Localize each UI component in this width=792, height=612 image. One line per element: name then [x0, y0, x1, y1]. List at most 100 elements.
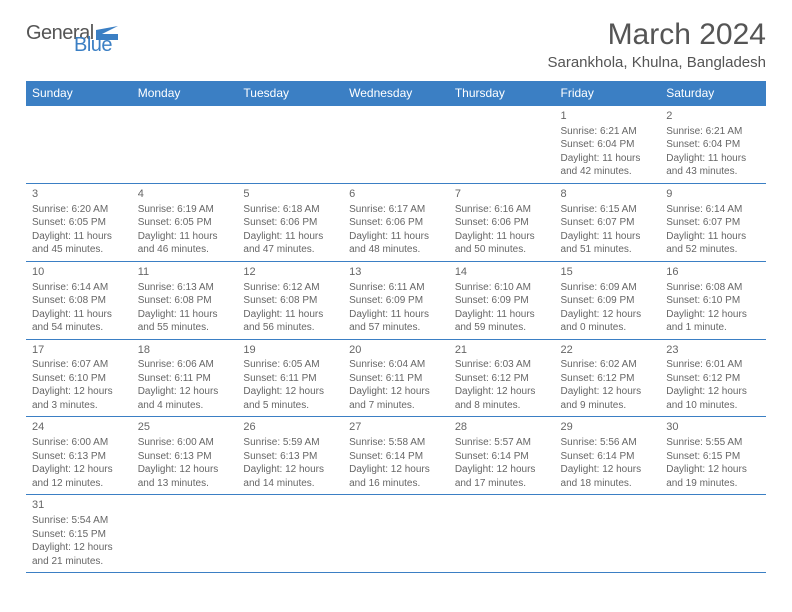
calendar-day-cell: 27Sunrise: 5:58 AMSunset: 6:14 PMDayligh…	[343, 417, 449, 495]
sunrise-text: Sunrise: 6:18 AM	[243, 203, 337, 217]
day-number: 13	[349, 265, 443, 280]
daylight-text-2: and 45 minutes.	[32, 243, 126, 257]
sunrise-text: Sunrise: 6:05 AM	[243, 358, 337, 372]
daylight-text-2: and 47 minutes.	[243, 243, 337, 257]
sunrise-text: Sunrise: 6:09 AM	[561, 281, 655, 295]
title-block: March 2024 Sarankhola, Khulna, Banglades…	[548, 18, 767, 77]
calendar-empty-cell	[237, 106, 343, 184]
header: GeneralBlue March 2024 Sarankhola, Khuln…	[26, 18, 766, 77]
sunset-text: Sunset: 6:12 PM	[561, 372, 655, 386]
daylight-text-2: and 46 minutes.	[138, 243, 232, 257]
sunrise-text: Sunrise: 6:14 AM	[666, 203, 760, 217]
day-number: 7	[455, 187, 549, 202]
daylight-text-2: and 19 minutes.	[666, 477, 760, 491]
sunset-text: Sunset: 6:10 PM	[32, 372, 126, 386]
daylight-text-2: and 54 minutes.	[32, 321, 126, 335]
day-number: 4	[138, 187, 232, 202]
calendar-day-cell: 2Sunrise: 6:21 AMSunset: 6:04 PMDaylight…	[660, 106, 766, 184]
daylight-text-1: Daylight: 12 hours	[455, 385, 549, 399]
day-number: 29	[561, 420, 655, 435]
sunset-text: Sunset: 6:09 PM	[455, 294, 549, 308]
sunset-text: Sunset: 6:15 PM	[666, 450, 760, 464]
calendar-row: 1Sunrise: 6:21 AMSunset: 6:04 PMDaylight…	[26, 106, 766, 184]
day-number: 23	[666, 343, 760, 358]
day-number: 8	[561, 187, 655, 202]
daylight-text-2: and 52 minutes.	[666, 243, 760, 257]
daylight-text-1: Daylight: 11 hours	[455, 308, 549, 322]
daylight-text-2: and 50 minutes.	[455, 243, 549, 257]
calendar-day-cell: 16Sunrise: 6:08 AMSunset: 6:10 PMDayligh…	[660, 261, 766, 339]
day-number: 31	[32, 498, 126, 513]
day-number: 21	[455, 343, 549, 358]
daylight-text-2: and 5 minutes.	[243, 399, 337, 413]
daylight-text-1: Daylight: 11 hours	[561, 152, 655, 166]
daylight-text-1: Daylight: 12 hours	[32, 463, 126, 477]
sunset-text: Sunset: 6:14 PM	[349, 450, 443, 464]
day-number: 25	[138, 420, 232, 435]
weekday-header: Thursday	[449, 81, 555, 106]
calendar-empty-cell	[343, 106, 449, 184]
daylight-text-1: Daylight: 11 hours	[138, 230, 232, 244]
calendar-day-cell: 15Sunrise: 6:09 AMSunset: 6:09 PMDayligh…	[555, 261, 661, 339]
weekday-header: Monday	[132, 81, 238, 106]
calendar-row: 31Sunrise: 5:54 AMSunset: 6:15 PMDayligh…	[26, 495, 766, 573]
day-number: 15	[561, 265, 655, 280]
day-number: 28	[455, 420, 549, 435]
day-number: 10	[32, 265, 126, 280]
sunset-text: Sunset: 6:04 PM	[666, 138, 760, 152]
sunrise-text: Sunrise: 6:11 AM	[349, 281, 443, 295]
calendar-day-cell: 8Sunrise: 6:15 AMSunset: 6:07 PMDaylight…	[555, 183, 661, 261]
calendar-empty-cell	[449, 106, 555, 184]
daylight-text-2: and 21 minutes.	[32, 555, 126, 569]
day-number: 20	[349, 343, 443, 358]
logo-text-blue: Blue	[74, 36, 118, 54]
sunrise-text: Sunrise: 6:01 AM	[666, 358, 760, 372]
sunset-text: Sunset: 6:13 PM	[138, 450, 232, 464]
daylight-text-2: and 8 minutes.	[455, 399, 549, 413]
day-number: 1	[561, 109, 655, 124]
day-number: 19	[243, 343, 337, 358]
sunset-text: Sunset: 6:10 PM	[666, 294, 760, 308]
calendar-table: SundayMondayTuesdayWednesdayThursdayFrid…	[26, 81, 766, 573]
sunrise-text: Sunrise: 5:57 AM	[455, 436, 549, 450]
sunrise-text: Sunrise: 6:06 AM	[138, 358, 232, 372]
daylight-text-2: and 42 minutes.	[561, 165, 655, 179]
daylight-text-2: and 57 minutes.	[349, 321, 443, 335]
daylight-text-2: and 10 minutes.	[666, 399, 760, 413]
sunset-text: Sunset: 6:09 PM	[561, 294, 655, 308]
daylight-text-2: and 55 minutes.	[138, 321, 232, 335]
calendar-empty-cell	[26, 106, 132, 184]
day-number: 6	[349, 187, 443, 202]
sunrise-text: Sunrise: 6:04 AM	[349, 358, 443, 372]
day-number: 5	[243, 187, 337, 202]
sunrise-text: Sunrise: 6:20 AM	[32, 203, 126, 217]
calendar-empty-cell	[449, 495, 555, 573]
daylight-text-1: Daylight: 12 hours	[455, 463, 549, 477]
calendar-day-cell: 11Sunrise: 6:13 AMSunset: 6:08 PMDayligh…	[132, 261, 238, 339]
daylight-text-1: Daylight: 11 hours	[32, 230, 126, 244]
daylight-text-2: and 43 minutes.	[666, 165, 760, 179]
calendar-day-cell: 20Sunrise: 6:04 AMSunset: 6:11 PMDayligh…	[343, 339, 449, 417]
calendar-day-cell: 21Sunrise: 6:03 AMSunset: 6:12 PMDayligh…	[449, 339, 555, 417]
calendar-day-cell: 10Sunrise: 6:14 AMSunset: 6:08 PMDayligh…	[26, 261, 132, 339]
weekday-header: Tuesday	[237, 81, 343, 106]
daylight-text-1: Daylight: 11 hours	[349, 308, 443, 322]
daylight-text-2: and 14 minutes.	[243, 477, 337, 491]
calendar-day-cell: 5Sunrise: 6:18 AMSunset: 6:06 PMDaylight…	[237, 183, 343, 261]
sunset-text: Sunset: 6:08 PM	[138, 294, 232, 308]
sunset-text: Sunset: 6:06 PM	[243, 216, 337, 230]
day-number: 3	[32, 187, 126, 202]
sunrise-text: Sunrise: 5:59 AM	[243, 436, 337, 450]
daylight-text-1: Daylight: 12 hours	[243, 463, 337, 477]
sunset-text: Sunset: 6:09 PM	[349, 294, 443, 308]
daylight-text-1: Daylight: 11 hours	[243, 230, 337, 244]
sunrise-text: Sunrise: 5:54 AM	[32, 514, 126, 528]
day-number: 17	[32, 343, 126, 358]
daylight-text-1: Daylight: 11 hours	[32, 308, 126, 322]
daylight-text-2: and 51 minutes.	[561, 243, 655, 257]
calendar-day-cell: 6Sunrise: 6:17 AMSunset: 6:06 PMDaylight…	[343, 183, 449, 261]
sunset-text: Sunset: 6:14 PM	[455, 450, 549, 464]
daylight-text-2: and 7 minutes.	[349, 399, 443, 413]
location-text: Sarankhola, Khulna, Bangladesh	[548, 54, 767, 71]
calendar-day-cell: 12Sunrise: 6:12 AMSunset: 6:08 PMDayligh…	[237, 261, 343, 339]
